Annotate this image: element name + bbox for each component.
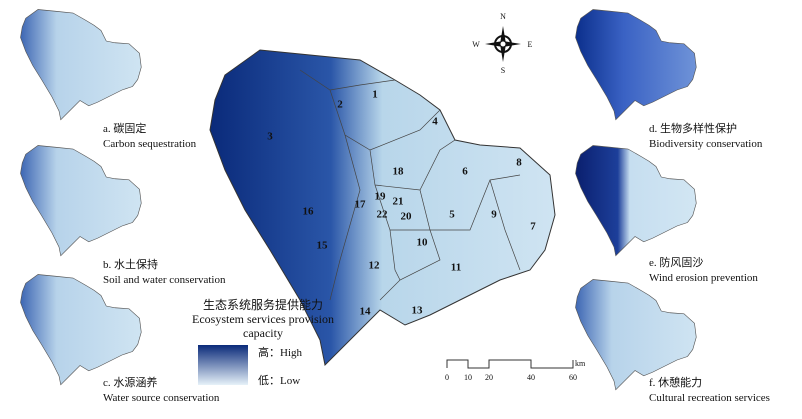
region-label: 18 (393, 166, 405, 178)
region-label: 7 (530, 221, 536, 233)
region-label: 20 (401, 211, 413, 223)
region-label: 15 (317, 240, 329, 252)
region-label: 19 (375, 191, 387, 203)
scale-tick-label: 20 (485, 373, 493, 382)
map-b (20, 145, 142, 257)
region-label: 2 (337, 99, 343, 111)
region-label: 14 (360, 306, 372, 318)
region-label: 17 (355, 199, 367, 211)
region-label: 22 (377, 209, 389, 221)
panel-label-en: Cultural recreation services (649, 392, 770, 404)
region-label: 8 (516, 157, 522, 169)
panel-label-en: Water source conservation (103, 392, 220, 404)
map-c (20, 274, 142, 386)
region-label: 1 (372, 89, 378, 101)
panel-label-cn: d. 生物多样性保护 (649, 123, 737, 135)
region-label: 3 (267, 131, 273, 143)
region-label: 11 (451, 262, 461, 274)
scale-tick-label: 60 (569, 373, 577, 382)
panel-label: f. 休憩能力 Cultural recreation services (649, 376, 770, 406)
scale-unit: km (575, 359, 586, 368)
compass-n: N (500, 12, 506, 21)
map-e (575, 145, 697, 257)
map-f (575, 279, 697, 391)
panel-label: e. 防风固沙 Wind erosion prevention (649, 256, 758, 286)
scale-tick-label: 40 (527, 373, 535, 382)
panel-label: d. 生物多样性保护 Biodiversity conservation (649, 122, 762, 152)
compass (485, 26, 521, 62)
legend-title-cn: 生态系统服务提供能力 (202, 298, 323, 312)
panel-label: b. 水土保持 Soil and water conservation (103, 258, 226, 288)
map-d (575, 9, 697, 121)
panel-label-cn: f. 休憩能力 (649, 377, 703, 389)
region-label: 10 (417, 237, 429, 249)
legend-ramp (198, 345, 248, 385)
scale-bar (446, 359, 574, 369)
panel-label-cn: b. 水土保持 (103, 259, 158, 271)
panel-label-cn: e. 防风固沙 (649, 257, 704, 269)
legend-high: 高：High (258, 345, 302, 359)
panel-label: c. 水源涵养 Water source conservation (103, 376, 219, 406)
legend-title: 生态系统服务提供能力 Ecosystem services provision … (188, 298, 338, 340)
boundaries (299, 69, 521, 301)
compass-w: W (472, 40, 480, 49)
scale-tick-label: 0 (445, 373, 449, 382)
panel-label-cn: c. 水源涵养 (103, 377, 158, 389)
panel-label-en: Wind erosion prevention (649, 272, 758, 284)
panel-label-en: Carbon sequestration (103, 138, 197, 150)
region-label: 4 (432, 116, 438, 128)
map-a (20, 9, 142, 121)
region-label: 13 (412, 305, 424, 317)
legend-low: 低：Low (258, 374, 300, 387)
region-label: 9 (491, 209, 497, 221)
region-label: 5 (449, 209, 455, 221)
panel-label-cn: a. 碳固定 (103, 123, 147, 135)
scale-tick-label: 10 (464, 373, 472, 382)
region-label: 6 (462, 166, 468, 178)
region-label: 16 (303, 206, 315, 218)
compass-e: E (528, 40, 533, 49)
panel-label-en: Soil and water conservation (103, 274, 226, 286)
region-label: 21 (393, 196, 404, 208)
scale-labels: 0 10 20 40 60 (445, 373, 577, 382)
legend-title-en: Ecosystem services provision capacity (192, 312, 334, 340)
panel-label: a. 碳固定 Carbon sequestration (103, 122, 196, 152)
panel-label-en: Biodiversity conservation (649, 138, 763, 150)
compass-s: S (501, 66, 505, 75)
region-label: 12 (369, 260, 381, 272)
